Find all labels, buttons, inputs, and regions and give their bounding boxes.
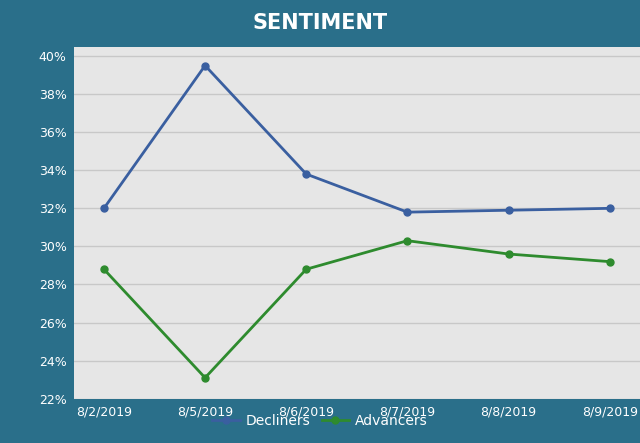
Text: SENTIMENT: SENTIMENT	[252, 13, 388, 33]
Legend: Decliners, Advancers: Decliners, Advancers	[207, 408, 433, 433]
